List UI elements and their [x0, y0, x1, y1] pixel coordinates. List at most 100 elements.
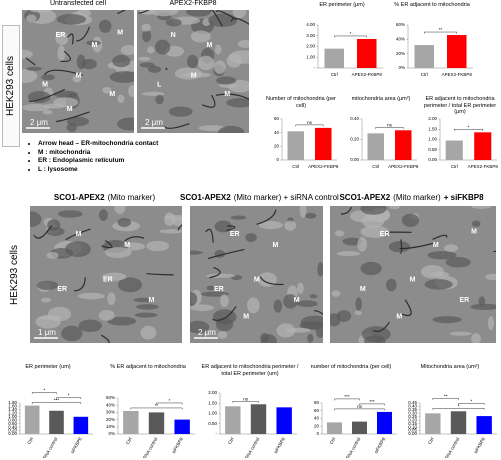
texture [386, 278, 397, 292]
significance-bracket [432, 408, 485, 410]
membrane [372, 321, 390, 333]
texture [258, 221, 283, 230]
texture [42, 109, 53, 115]
significance-bracket [156, 402, 183, 405]
em-image: ER M M M ER M M [330, 206, 496, 343]
texture [140, 325, 157, 340]
texture [337, 251, 361, 257]
texture [273, 299, 283, 313]
chart: 0% 20% 40% 60% Ctrl APEX2-FKBP8 ** [396, 22, 473, 77]
y-tick-label: 40 [274, 130, 280, 135]
membrane [230, 17, 249, 25]
chart: 0 20 40 60 80 Ctrl siRNA control siFKBP8 ns *** **… [314, 394, 397, 458]
texture [26, 14, 37, 23]
texture [118, 277, 143, 293]
y-tick-label: 40 [314, 416, 320, 421]
title-part: (Mito marker) [393, 193, 441, 202]
membrane [399, 242, 435, 250]
x-tick-label: siFKBP8 [171, 436, 184, 454]
membrane [207, 248, 245, 260]
membrane [432, 234, 448, 240]
chart: 0.000.200.400.600.801.001.201.401.601.80… [8, 388, 93, 458]
membrane [28, 88, 66, 102]
significance-bracket [130, 407, 183, 410]
texture [186, 54, 199, 69]
texture [257, 272, 277, 287]
texture [117, 94, 125, 104]
y-tick-label: 40% [396, 37, 405, 42]
image-label: M [243, 313, 249, 320]
membrane [76, 26, 91, 42]
texture [245, 232, 257, 243]
texture [330, 313, 341, 327]
significance-label: ns [243, 396, 249, 401]
y-tick-label: 60 [314, 408, 320, 413]
chart-title: Mitochondria area (um²) [420, 364, 480, 370]
texture [389, 206, 400, 210]
y-tick-label: 20 [314, 423, 320, 428]
texture [102, 272, 127, 281]
chart-title: % ER adjacent to mitochondria [394, 2, 470, 8]
texture [104, 247, 132, 259]
x-tick-label: siRNA control [40, 437, 58, 458]
x-tick-label: siFKBP8 [373, 436, 386, 454]
texture [445, 257, 471, 268]
bar [123, 410, 139, 434]
texture [230, 215, 247, 220]
membrane [74, 277, 86, 292]
texture [133, 297, 154, 303]
chart-title: ER perimeter (μm) [319, 2, 365, 8]
texture [485, 273, 496, 281]
texture [139, 62, 155, 68]
bar [445, 140, 463, 160]
texture [305, 212, 317, 219]
membrane [65, 228, 91, 241]
image-label: ER [214, 286, 224, 293]
significance-bracket [458, 403, 485, 405]
bar [357, 38, 377, 68]
texture [146, 46, 155, 54]
significance-bracket [56, 397, 82, 400]
texture [27, 91, 51, 103]
texture [198, 125, 226, 132]
bar [24, 405, 40, 434]
significance-bracket [359, 403, 385, 406]
significance-label: ** [439, 27, 443, 32]
em-image: M M ER ER M 1 μm [30, 206, 182, 343]
bar [395, 130, 412, 160]
texture [41, 74, 56, 81]
y-tick-label: 0.20 [408, 417, 417, 422]
texture [342, 237, 363, 246]
bar [352, 421, 367, 434]
image-label: M [109, 91, 115, 98]
chart-title: ER adjacent to mitochondria perimeter / … [201, 364, 299, 377]
texture [154, 39, 171, 55]
x-tick-label: siRNA control [442, 437, 460, 458]
texture [197, 55, 215, 71]
texture [76, 54, 86, 70]
texture [53, 97, 79, 108]
image-title: SCO1-APEX2 (Mito marker) [20, 193, 192, 202]
significance-label: *** [369, 399, 375, 404]
y-tick-label: 0.50 [208, 421, 217, 426]
texture [471, 220, 481, 227]
y-tick-label: 1.50 [208, 400, 217, 405]
membrane [56, 111, 90, 123]
image-label: ER [459, 297, 469, 304]
significance-label: *** [54, 398, 60, 403]
y-tick-label: 2.00 [208, 390, 217, 395]
texture [61, 325, 83, 342]
image-title: SCO1-APEX2 (Mito marker) + siFKBP8 [320, 193, 501, 202]
texture [355, 297, 362, 311]
texture [138, 56, 151, 61]
bar [49, 410, 64, 434]
y-tick-label: 20% [396, 51, 405, 56]
title-part: (Mito marker) + siRNA control [233, 193, 339, 202]
texture [136, 304, 159, 310]
membrane [340, 206, 352, 215]
image-label: M [42, 81, 48, 88]
x-tick-label: APEX2-FKBP8 [308, 164, 339, 169]
texture [55, 31, 69, 46]
y-tick-label: 2.00 [306, 44, 315, 49]
significance-label: *** [344, 394, 350, 399]
